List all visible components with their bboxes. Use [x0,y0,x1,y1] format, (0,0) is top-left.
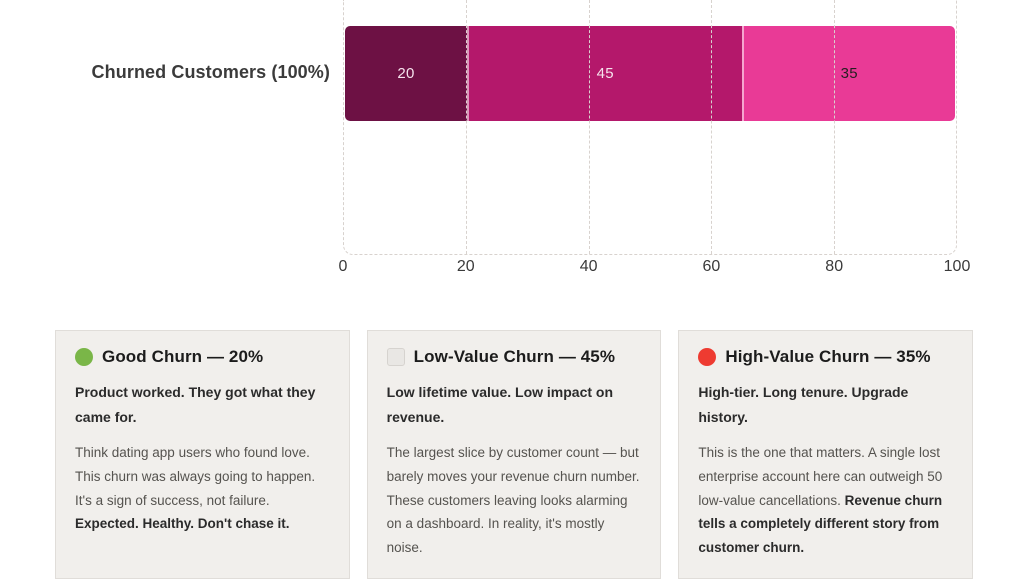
card-subtitle: Product worked. They got what they came … [75,384,316,425]
gray-square-icon [386,348,405,366]
red-circle-icon [698,348,717,366]
x-tick-label-60: 60 [702,258,721,275]
x-tick-label-100: 100 [943,258,971,275]
x-tick-label-20: 20 [456,258,475,275]
card-good-churn: Good Churn — 20% Product worked. They go… [55,330,350,579]
card-body-text: This is the one that matters. A single l… [698,445,943,508]
bar-segment-good-churn: 20 [345,26,467,121]
gridline-20 [466,0,468,254]
card-subtitle: Low lifetime value. Low impact on revenu… [386,384,614,425]
plot-area: 20 45 35 [343,0,957,255]
x-tick-label-0: 0 [338,258,348,275]
x-tick-label-40: 40 [579,258,598,275]
card-body-text: The largest slice by customer count — bu… [386,445,640,555]
card-body: Think dating app users who found love. T… [75,441,330,536]
card-body: This is the one that matters. A single l… [698,441,953,560]
legend-cards-row: Good Churn — 20% Product worked. They go… [55,330,973,579]
card-title: High-Value Churn — 35% [725,347,931,366]
card-high-value-churn: High-Value Churn — 35% High-tier. Long t… [678,330,973,579]
bar-segment-high-value-churn: 35 [741,26,955,121]
stacked-bar: 20 45 35 [345,26,955,121]
card-title-row: Good Churn — 20% [75,347,330,367]
green-circle-icon [75,348,93,366]
bar-segment-low-value-churn: 45 [467,26,742,121]
x-axis-ticks: 0 20 40 60 80 100 [339,258,971,280]
card-title: Low-Value Churn — 45% [413,347,616,366]
card-low-value-churn: Low-Value Churn — 45% Low lifetime value… [366,330,662,579]
card-subtitle: High-tier. Long tenure. Upgrade history. [698,384,909,425]
card-body-bold-text: Revenue churn tells a completely differe… [698,492,943,556]
card-title-row: Low-Value Churn — 45% [386,347,642,367]
x-tick-label-80: 80 [825,258,844,275]
chart-category-label: Churned Customers (100%) [91,62,330,82]
card-title: Good Churn — 20% [102,347,264,366]
card-title-row: High-Value Churn — 35% [698,347,953,367]
gridline-40 [588,0,590,254]
card-body: The largest slice by customer count — bu… [387,441,642,560]
gridline-60 [711,0,713,254]
gridline-80 [833,0,835,254]
card-body-bold-text: Expected. Healthy. Don't chase it. [75,516,290,532]
card-body-text: Think dating app users who found love. T… [75,445,316,508]
